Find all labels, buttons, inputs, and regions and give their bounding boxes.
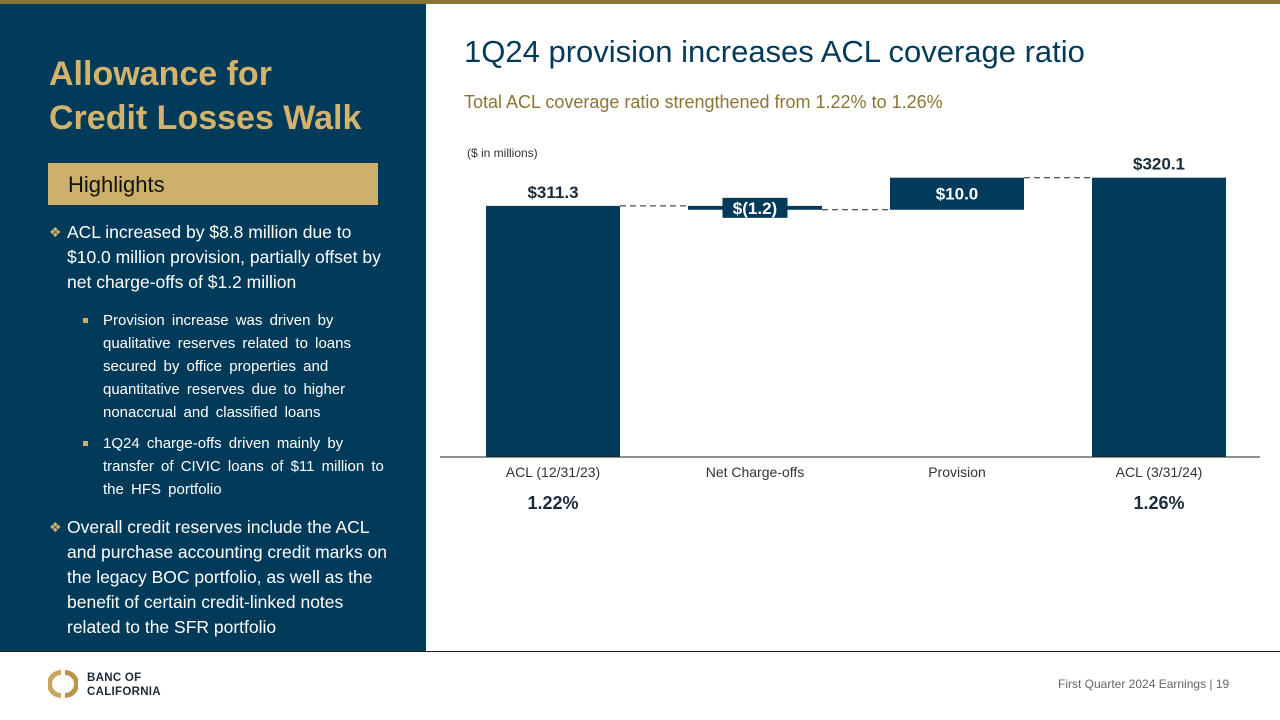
coverage-ratio-label: 1.22% — [527, 493, 578, 513]
slide-title: 1Q24 provision increases ACL coverage ra… — [464, 34, 1085, 69]
footer-page-label: First Quarter 2024 Earnings | 19 — [1058, 677, 1230, 691]
sub-bullet-item: 1Q24 charge-offs driven mainly by transf… — [49, 432, 399, 501]
data-label: $10.0 — [936, 185, 979, 204]
highlights-header: Highlights — [48, 163, 378, 205]
square-bullet-icon — [83, 441, 88, 446]
category-tick-label: ACL (12/31/23) — [506, 464, 600, 480]
footer-divider — [0, 651, 1280, 652]
coverage-ratio-label: 1.26% — [1133, 493, 1184, 513]
section-title: Allowance for Credit Losses Walk — [49, 52, 361, 140]
logo-line1: BANC OF — [87, 672, 142, 684]
bullet-item: ❖ Overall credit reserves include the AC… — [49, 515, 399, 640]
highlights-list: ❖ ACL increased by $8.8 million due to $… — [49, 220, 399, 654]
bank-logo-text: BANC OF CALIFORNIA — [87, 671, 161, 699]
data-label-box — [722, 197, 788, 218]
data-label: $320.1 — [1133, 155, 1185, 174]
diamond-bullet-icon: ❖ — [49, 224, 62, 240]
diamond-bullet-icon: ❖ — [49, 519, 62, 535]
section-title-line1: Allowance for — [49, 55, 272, 93]
category-tick-label: Net Charge-offs — [706, 464, 805, 480]
bullet-text: Overall credit reserves include the ACL … — [67, 517, 388, 637]
section-title-line2: Credit Losses Walk — [49, 99, 362, 137]
category-tick-label: Provision — [928, 464, 986, 480]
data-label: $311.3 — [527, 183, 578, 202]
data-label: $(1.2) — [733, 199, 777, 218]
sub-bullet-item: Provision increase was driven by qualita… — [49, 309, 399, 424]
waterfall-chart: $311.3 $(1.2) $10.0 $320.1 ACL (12/31/23) Net… — [440, 155, 1260, 513]
bullet-text: ACL increased by $8.8 million due to $10… — [67, 222, 381, 292]
bank-logo-icon — [48, 670, 78, 698]
logo-line2: CALIFORNIA — [87, 686, 161, 698]
sub-bullet-text: 1Q24 charge-offs driven mainly by transf… — [103, 435, 384, 498]
slide-subtitle: Total ACL coverage ratio strengthened fr… — [464, 92, 943, 112]
sidebar-panel — [0, 4, 426, 651]
top-accent-bar — [0, 0, 1280, 4]
sub-bullet-text: Provision increase was driven by qualita… — [103, 312, 351, 421]
waterfall-bar — [486, 205, 620, 457]
category-tick-label: ACL (3/31/24) — [1116, 464, 1203, 480]
bullet-item: ❖ ACL increased by $8.8 million due to $… — [49, 220, 399, 295]
square-bullet-icon — [83, 318, 88, 323]
waterfall-bar — [1092, 177, 1226, 457]
data-label-box — [929, 183, 985, 204]
units-note: ($ in millions) — [467, 146, 538, 160]
highlights-label: Highlights — [68, 172, 165, 197]
